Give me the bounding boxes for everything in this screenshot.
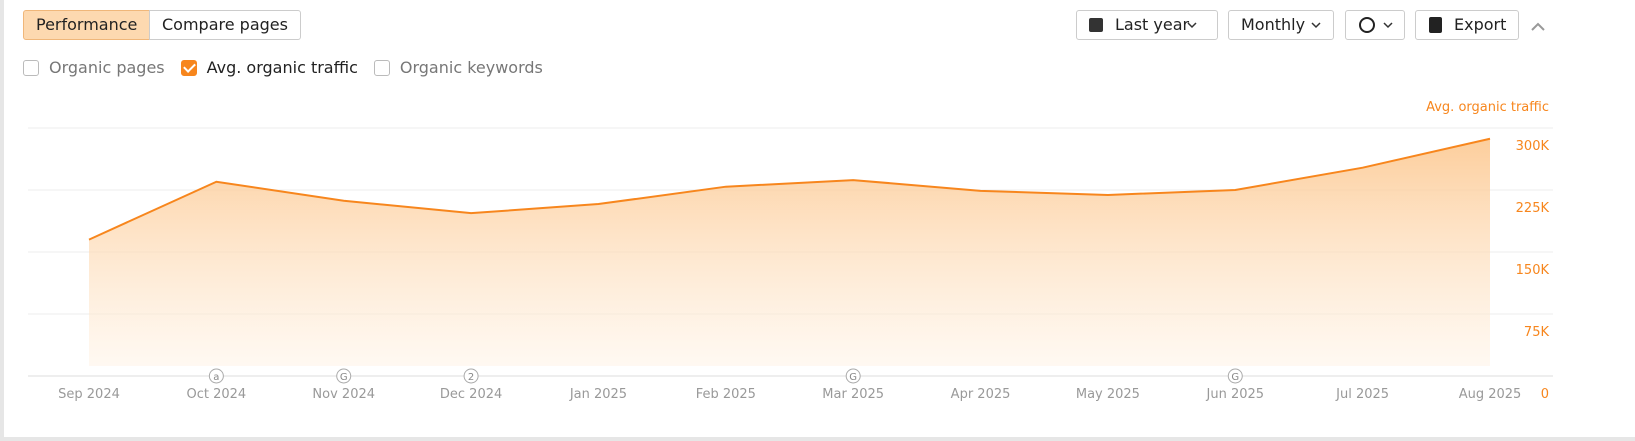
calendar-icon	[1089, 18, 1103, 32]
y-tick-label: 150K	[1516, 263, 1550, 278]
chart: Avg. organic traffic 0 75K 150K 225K 300K Sep…	[28, 17, 1553, 402]
line	[88, 137, 1491, 241]
checkbox[interactable]: Organic keywords	[373, 58, 543, 77]
marker-icon	[463, 368, 479, 384]
marker-icon	[336, 368, 352, 384]
x-tick-label: Feb 2025	[696, 387, 756, 402]
x-tick-label: Aug 2025	[1459, 387, 1522, 402]
export-text: Export	[1454, 15, 1507, 34]
checkbox-box[interactable]	[180, 59, 197, 76]
x-tick-label: Apr 2025	[951, 387, 1011, 402]
marker-icon	[208, 368, 224, 384]
chevrons	[1187, 22, 1393, 29]
checkbox-box[interactable]	[373, 59, 390, 76]
checkbox[interactable]: Avg. organic traffic	[180, 58, 358, 77]
range-text: Last year	[1115, 15, 1190, 34]
x-tick-label: May 2025	[1076, 387, 1140, 402]
y-tick-label: 225K	[1516, 201, 1550, 216]
x-tick-label: Mar 2025	[822, 387, 884, 402]
marker-label: G	[849, 372, 857, 383]
marker-label: a	[213, 372, 219, 383]
tab[interactable]: Compare pages	[149, 10, 301, 40]
checkbox-label: Organic pages	[49, 58, 165, 77]
marker-icon	[845, 368, 861, 384]
checkbox-label: Organic keywords	[399, 58, 543, 77]
x-tick-label: Sep 2024	[58, 387, 120, 402]
y-axis-label: Avg. organic traffic	[1426, 100, 1549, 115]
marker-icon	[1227, 368, 1243, 384]
marker-label: G	[340, 372, 348, 383]
collapse	[1531, 22, 1545, 31]
area	[89, 138, 1490, 366]
x-tick-label: Jan 2025	[569, 387, 627, 402]
x-tick-label: Jun 2025	[1206, 387, 1265, 402]
checkbox[interactable]: Organic pages	[23, 58, 165, 77]
tab[interactable]: Performance	[23, 10, 151, 40]
x-tick-label: Dec 2024	[440, 387, 502, 402]
x-tick-label: Jul 2025	[1335, 387, 1389, 402]
interval-text: Monthly	[1241, 15, 1306, 34]
y-tick-label: 0	[1541, 387, 1549, 402]
y-tick-label: 75K	[1524, 325, 1550, 340]
export-icon	[1429, 17, 1442, 33]
comment-icon	[1359, 17, 1375, 33]
interval-button[interactable]: Monthly	[1228, 10, 1335, 40]
x-tick-label: Nov 2024	[312, 387, 375, 402]
marker-label: G	[1231, 372, 1239, 383]
checkbox-box[interactable]	[23, 59, 39, 76]
checkbox-label: Avg. organic traffic	[206, 58, 358, 77]
y-tick-label: 300K	[1516, 139, 1550, 154]
x-tick-label: Oct 2024	[187, 387, 247, 402]
marker-label: 2	[468, 372, 474, 383]
